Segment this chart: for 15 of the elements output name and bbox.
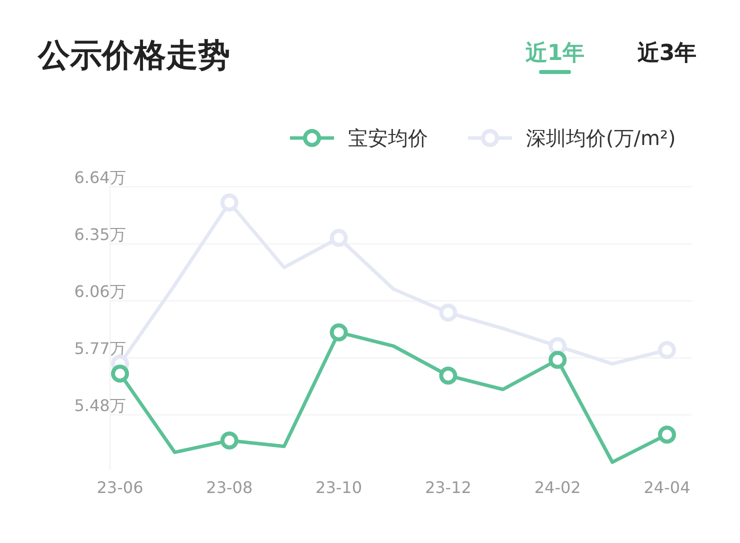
text: 近1年 [524, 41, 585, 66]
y-tick-label: 6.35万 [74, 224, 126, 244]
legend-label: 宝安均价 [348, 126, 428, 150]
x-tick-label: 24-04 [644, 478, 690, 497]
x-tick-label: 23-08 [206, 478, 253, 497]
x-tick-label: 23-06 [96, 478, 144, 497]
text: 近3年 [636, 41, 697, 66]
y-tick-label: 5.48万 [74, 396, 126, 415]
x-tick-label: 23-10 [316, 478, 362, 497]
x-tick-label: 23-12 [424, 478, 472, 497]
y-tick-label: 6.64万 [74, 168, 126, 187]
chart-title: 公示价格走势 [37, 36, 230, 74]
y-tick-label: 6.06万 [74, 282, 126, 301]
legend-label: 深圳均价(万/m²) [526, 126, 676, 150]
x-tick-label: 24-02 [534, 478, 581, 497]
